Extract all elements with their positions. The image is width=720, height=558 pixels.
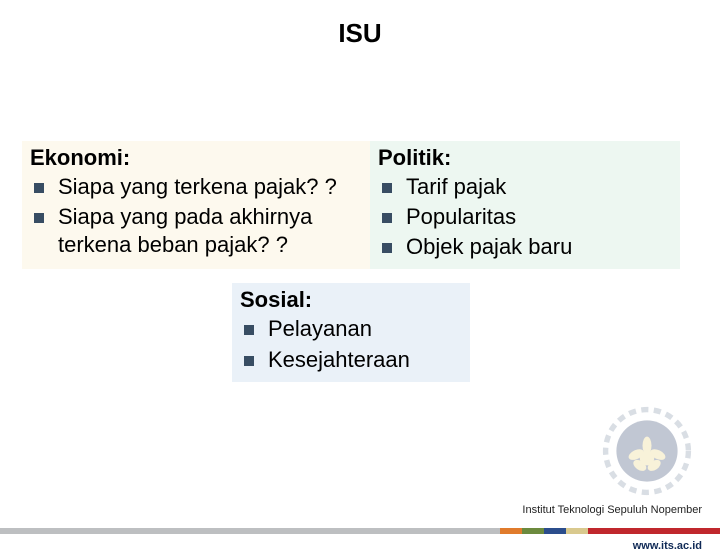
list-item: Kesejahteraan [244, 346, 464, 374]
its-logo-icon [602, 406, 692, 496]
bar-segment [522, 528, 544, 534]
footer-color-bar [0, 528, 720, 534]
list-item-text: Objek pajak baru [406, 233, 572, 261]
bullet-icon [34, 213, 44, 223]
bullet-icon [244, 356, 254, 366]
list-item-text: Siapa yang pada akhirnya terkena beban p… [58, 203, 366, 259]
bar-segment [566, 528, 588, 534]
box-sosial-heading: Sosial: [240, 287, 464, 313]
center-wrap: Sosial: Pelayanan Kesejahteraan [0, 283, 720, 381]
list-item-text: Kesejahteraan [268, 346, 410, 374]
box-politik: Politik: Tarif pajak Popularitas Objek p… [370, 141, 680, 269]
slide-title: ISU [0, 18, 720, 49]
bar-segment [588, 528, 720, 534]
list-item: Objek pajak baru [382, 233, 674, 261]
list-item-text: Pelayanan [268, 315, 372, 343]
list-item: Popularitas [382, 203, 674, 231]
box-sosial: Sosial: Pelayanan Kesejahteraan [232, 283, 470, 381]
bullet-icon [382, 213, 392, 223]
bullet-icon [244, 325, 254, 335]
list-item: Siapa yang pada akhirnya terkena beban p… [34, 203, 366, 259]
list-item: Pelayanan [244, 315, 464, 343]
list-item-text: Siapa yang terkena pajak? ? [58, 173, 337, 201]
bar-segment [0, 528, 500, 534]
list-item-text: Popularitas [406, 203, 516, 231]
bullet-icon [34, 183, 44, 193]
bullet-icon [382, 183, 392, 193]
footer-institution: Institut Teknologi Sepuluh Nopember [522, 504, 702, 516]
bullet-icon [382, 243, 392, 253]
bar-segment [500, 528, 522, 534]
list-item: Tarif pajak [382, 173, 674, 201]
box-ekonomi-list: Siapa yang terkena pajak? ? Siapa yang p… [30, 173, 366, 259]
box-ekonomi-heading: Ekonomi: [30, 145, 366, 171]
footer-url: www.its.ac.id [633, 540, 702, 552]
list-item-text: Tarif pajak [406, 173, 506, 201]
box-politik-list: Tarif pajak Popularitas Objek pajak baru [378, 173, 674, 261]
box-politik-heading: Politik: [378, 145, 674, 171]
content-row: Ekonomi: Siapa yang terkena pajak? ? Sia… [0, 141, 720, 269]
bar-segment [544, 528, 566, 534]
list-item: Siapa yang terkena pajak? ? [34, 173, 366, 201]
box-ekonomi: Ekonomi: Siapa yang terkena pajak? ? Sia… [22, 141, 372, 269]
box-sosial-list: Pelayanan Kesejahteraan [240, 315, 464, 373]
